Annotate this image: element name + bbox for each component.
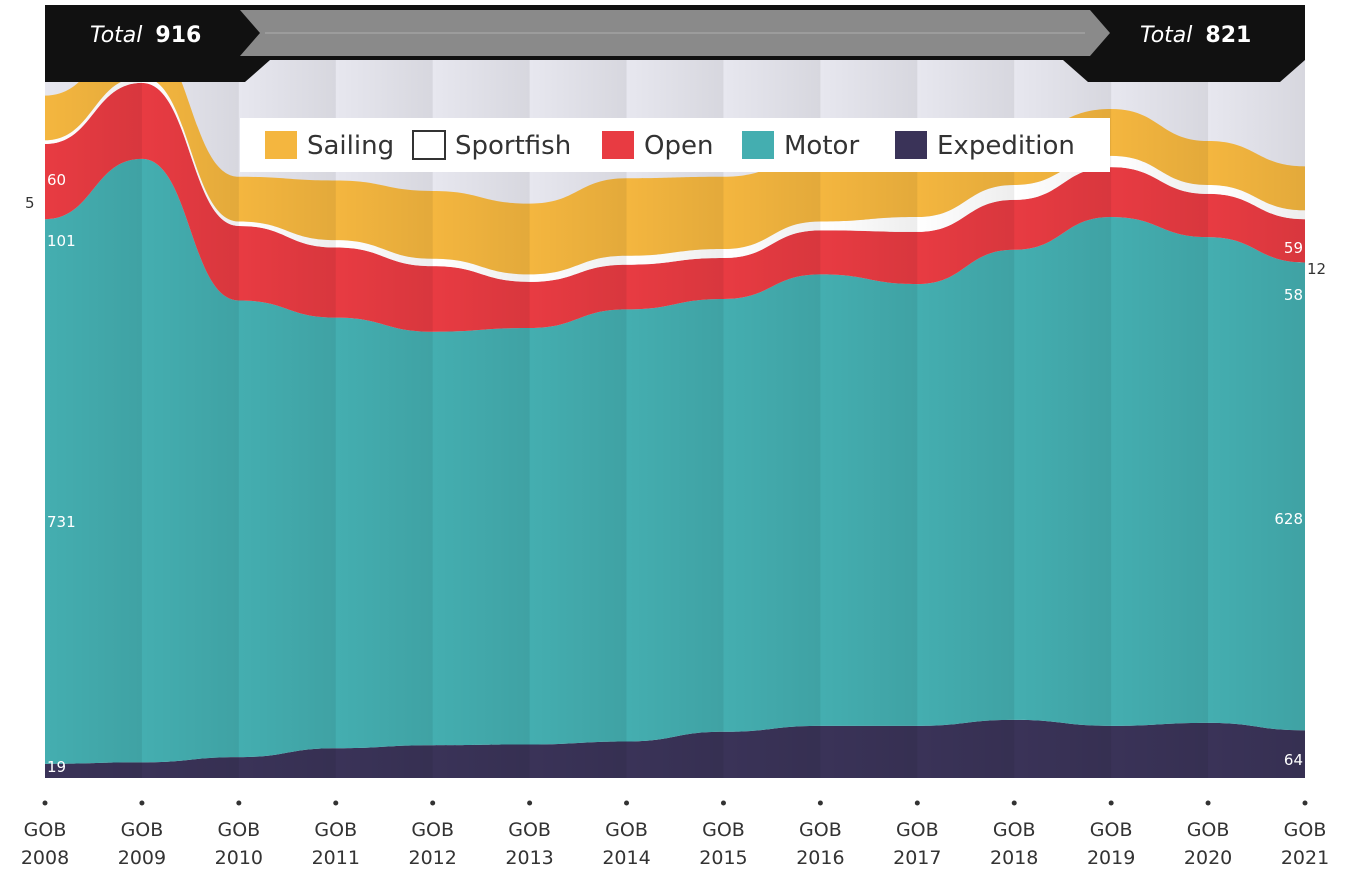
x-tick [720, 800, 726, 806]
x-tick-label: GOB [1090, 819, 1133, 841]
x-tick-label-year: 2021 [1281, 847, 1329, 869]
x-tick [817, 800, 823, 806]
x-tick-label-year: 2012 [409, 847, 457, 869]
x-tick [236, 800, 242, 806]
x-tick-label-year: 2015 [699, 847, 747, 869]
x-tick-label: GOB [993, 819, 1036, 841]
x-tick [333, 800, 339, 806]
year-band [141, 60, 239, 778]
year-band [1111, 60, 1209, 778]
legend-label-open: Open [644, 131, 713, 161]
year-band [1208, 60, 1305, 778]
legend-label-sailing: Sailing [307, 131, 394, 161]
x-tick [42, 800, 48, 806]
end-label-sportfish: 12 [1307, 260, 1326, 278]
year-band [626, 60, 724, 778]
year-band [917, 60, 1015, 778]
start-label-open: 101 [47, 232, 76, 250]
x-tick-label-year: 2009 [118, 847, 166, 869]
legend-box [240, 118, 1110, 172]
x-tick-label: GOB [605, 819, 648, 841]
end-label-sailing: 59 [1284, 239, 1303, 257]
legend-label-sportfish: Sportfish [455, 131, 571, 161]
year-band [238, 60, 336, 778]
x-tick [1205, 800, 1211, 806]
x-tick-label: GOB [217, 819, 260, 841]
svg-text:Total 916: Total 916 [90, 23, 201, 48]
total-end-value: 821 [1205, 23, 1251, 48]
start-label-expedition: 19 [47, 758, 66, 776]
start-label-motor: 731 [47, 513, 76, 531]
end-label-expedition: 64 [1284, 751, 1303, 769]
x-tick-label: GOB [799, 819, 842, 841]
x-tick [914, 800, 920, 806]
svg-text:Total 821: Total 821 [1140, 23, 1251, 48]
x-tick-label: GOB [411, 819, 454, 841]
year-band [335, 60, 433, 778]
x-tick-label-year: 2011 [312, 847, 360, 869]
start-label-sportfish: 5 [25, 194, 35, 212]
year-band [820, 60, 918, 778]
x-tick-label-year: 2014 [602, 847, 650, 869]
x-tick-label: GOB [314, 819, 357, 841]
end-label-open: 58 [1284, 286, 1303, 304]
x-tick-label-year: 2017 [893, 847, 941, 869]
legend-label-motor: Motor [784, 131, 859, 161]
x-tick [624, 800, 630, 806]
x-tick-label-year: 2019 [1087, 847, 1135, 869]
totals-header: Total 916 Total 821 [45, 5, 1305, 82]
year-band [45, 60, 142, 778]
x-tick-label-year: 2010 [215, 847, 263, 869]
x-tick [1302, 800, 1308, 806]
year-band [723, 60, 821, 778]
start-label-sailing: 60 [47, 171, 66, 189]
legend-swatch-sailing [265, 131, 297, 159]
x-tick-label: GOB [508, 819, 551, 841]
x-tick-label-year: 2016 [796, 847, 844, 869]
x-tick-label: GOB [1284, 819, 1327, 841]
x-tick [139, 800, 145, 806]
year-band [529, 60, 627, 778]
legend-swatch-open [602, 131, 634, 159]
x-tick-label-year: 2013 [505, 847, 553, 869]
year-band [1014, 60, 1112, 778]
legend-label-expedition: Expedition [937, 131, 1075, 161]
total-start-value: 916 [155, 23, 201, 48]
x-tick-label: GOB [896, 819, 939, 841]
x-tick-label: GOB [702, 819, 745, 841]
x-tick [527, 800, 533, 806]
x-tick [430, 800, 436, 806]
legend: Sailing Sportfish Open Motor Expedition [240, 118, 1110, 172]
end-label-motor: 628 [1274, 510, 1303, 528]
total-start-label: Total [90, 23, 142, 48]
legend-swatch-expedition [895, 131, 927, 159]
x-tick-label: GOB [1187, 819, 1230, 841]
x-tick-label-year: 2008 [21, 847, 69, 869]
x-tick-label-year: 2018 [990, 847, 1038, 869]
x-tick [1108, 800, 1114, 806]
x-tick-label: GOB [121, 819, 164, 841]
total-end-label: Total [1140, 23, 1192, 48]
x-tick-label: GOB [24, 819, 67, 841]
x-axis: GOB 2008 GOB 2009 GOB 2010 GOB 2011 GOB 2012 GOB 20… [21, 800, 1329, 869]
legend-swatch-motor [742, 131, 774, 159]
x-tick-label-year: 2020 [1184, 847, 1232, 869]
legend-swatch-sportfish [412, 130, 446, 160]
year-band [432, 60, 530, 778]
x-tick [1011, 800, 1017, 806]
